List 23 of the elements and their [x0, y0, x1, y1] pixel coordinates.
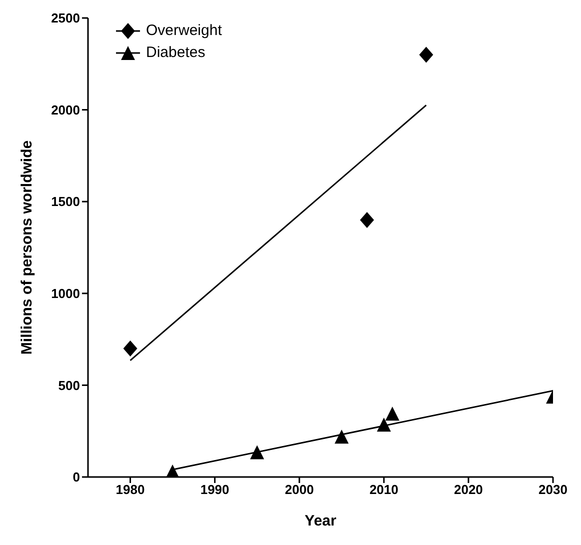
y-tick-label: 1000	[51, 286, 80, 302]
x-axis-title: Year	[304, 512, 337, 530]
x-tick-label: 2030	[538, 482, 568, 498]
point	[419, 46, 434, 63]
point	[385, 406, 400, 421]
legend-label: Diabetes	[146, 43, 206, 63]
y-tick-label: 500	[58, 378, 80, 393]
y-tick-label: 2500	[51, 10, 80, 26]
x-tick-label: 2000	[284, 482, 314, 498]
point	[376, 418, 391, 432]
legend-label: Overweight	[146, 21, 222, 41]
point	[250, 445, 264, 460]
point	[360, 212, 374, 228]
point	[334, 430, 349, 444]
x-tick-label: 2010	[369, 482, 398, 498]
x-tick-label: 1980	[116, 482, 145, 498]
y-axis-title: Millions of persons worldwide	[18, 140, 36, 355]
y-tick-label: 0	[72, 470, 80, 485]
y-tick-label: 2000	[51, 102, 80, 118]
x-tick-label: 1990	[200, 482, 230, 498]
y-tick-label: 1500	[51, 194, 80, 210]
point	[123, 340, 138, 356]
x-tick-label: 2020	[454, 482, 483, 498]
